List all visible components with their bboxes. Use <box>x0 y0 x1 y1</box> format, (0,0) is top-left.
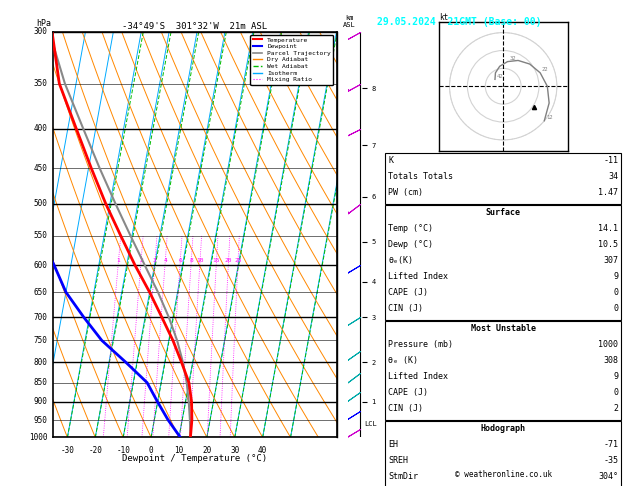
Text: K: K <box>388 156 393 165</box>
Text: EH: EH <box>388 440 398 450</box>
Text: θₑ (K): θₑ (K) <box>388 356 418 365</box>
Text: 350: 350 <box>34 79 48 88</box>
Text: CIN (J): CIN (J) <box>388 304 423 313</box>
Text: 10: 10 <box>196 258 204 263</box>
Text: 0: 0 <box>149 446 153 454</box>
Text: Lifted Index: Lifted Index <box>388 272 448 281</box>
Legend: Temperature, Dewpoint, Parcel Trajectory, Dry Adiabat, Wet Adiabat, Isotherm, Mi: Temperature, Dewpoint, Parcel Trajectory… <box>250 35 333 85</box>
Text: 10.5: 10.5 <box>598 240 618 249</box>
Text: StmDir: StmDir <box>388 472 418 482</box>
Text: 650: 650 <box>34 288 48 296</box>
Text: Temp (°C): Temp (°C) <box>388 224 433 233</box>
Text: 1000: 1000 <box>30 433 48 442</box>
Text: 2: 2 <box>139 258 143 263</box>
Text: hPa: hPa <box>36 18 52 28</box>
Text: 9: 9 <box>613 372 618 382</box>
Text: © weatheronline.co.uk: © weatheronline.co.uk <box>455 469 552 479</box>
Text: -10: -10 <box>116 446 130 454</box>
Text: 3: 3 <box>153 258 157 263</box>
Text: 29.05.2024  21GMT (Base: 00): 29.05.2024 21GMT (Base: 00) <box>377 17 542 27</box>
Text: 30: 30 <box>230 446 240 454</box>
Text: 20: 20 <box>203 446 211 454</box>
Text: -30: -30 <box>60 446 74 454</box>
Text: 1000: 1000 <box>598 340 618 349</box>
Text: LCL: LCL <box>364 421 377 427</box>
Text: km
ASL: km ASL <box>343 15 355 28</box>
Text: 15: 15 <box>213 258 220 263</box>
Text: 34: 34 <box>608 172 618 181</box>
Text: 750: 750 <box>34 336 48 345</box>
Text: 10: 10 <box>174 446 184 454</box>
Text: 1.47: 1.47 <box>598 188 618 197</box>
Text: 450: 450 <box>34 164 48 173</box>
Text: -11: -11 <box>603 156 618 165</box>
Text: 8: 8 <box>189 258 193 263</box>
Text: 300: 300 <box>34 27 48 36</box>
Text: 32: 32 <box>509 56 516 61</box>
Text: 9: 9 <box>613 272 618 281</box>
Text: 25: 25 <box>234 258 242 263</box>
Text: Dewp (°C): Dewp (°C) <box>388 240 433 249</box>
Text: 308: 308 <box>603 356 618 365</box>
X-axis label: Dewpoint / Temperature (°C): Dewpoint / Temperature (°C) <box>123 454 267 463</box>
Text: 20: 20 <box>225 258 232 263</box>
Text: 4: 4 <box>164 258 167 263</box>
Text: SREH: SREH <box>388 456 408 466</box>
Text: -35: -35 <box>603 456 618 466</box>
Text: 400: 400 <box>34 124 48 133</box>
Text: 307: 307 <box>603 256 618 265</box>
Title: -34°49'S  301°32'W  21m ASL: -34°49'S 301°32'W 21m ASL <box>123 22 267 31</box>
Text: Pressure (mb): Pressure (mb) <box>388 340 453 349</box>
Text: kt: kt <box>439 13 448 22</box>
Text: 42: 42 <box>497 73 503 79</box>
Text: 0: 0 <box>613 288 618 297</box>
Text: 1: 1 <box>116 258 120 263</box>
Text: Totals Totals: Totals Totals <box>388 172 453 181</box>
Text: Surface: Surface <box>486 208 521 217</box>
Text: 900: 900 <box>34 398 48 406</box>
Text: CAPE (J): CAPE (J) <box>388 388 428 398</box>
Text: CIN (J): CIN (J) <box>388 404 423 414</box>
Text: -20: -20 <box>88 446 103 454</box>
Text: Lifted Index: Lifted Index <box>388 372 448 382</box>
Text: 950: 950 <box>34 416 48 425</box>
Text: 2: 2 <box>613 404 618 414</box>
Text: 22: 22 <box>542 67 548 72</box>
Text: 12: 12 <box>546 115 553 120</box>
Text: CAPE (J): CAPE (J) <box>388 288 428 297</box>
Text: PW (cm): PW (cm) <box>388 188 423 197</box>
Text: θₑ(K): θₑ(K) <box>388 256 413 265</box>
Text: -71: -71 <box>603 440 618 450</box>
Text: 0: 0 <box>613 304 618 313</box>
Text: 14.1: 14.1 <box>598 224 618 233</box>
Text: Most Unstable: Most Unstable <box>470 324 536 333</box>
Text: 500: 500 <box>34 199 48 208</box>
Text: Hodograph: Hodograph <box>481 424 526 434</box>
Text: 600: 600 <box>34 260 48 270</box>
Text: 850: 850 <box>34 378 48 387</box>
Text: 40: 40 <box>258 446 267 454</box>
Text: 700: 700 <box>34 312 48 322</box>
Text: 304°: 304° <box>598 472 618 482</box>
Text: 550: 550 <box>34 231 48 241</box>
Text: 800: 800 <box>34 358 48 367</box>
Text: 6: 6 <box>178 258 182 263</box>
Text: 0: 0 <box>613 388 618 398</box>
